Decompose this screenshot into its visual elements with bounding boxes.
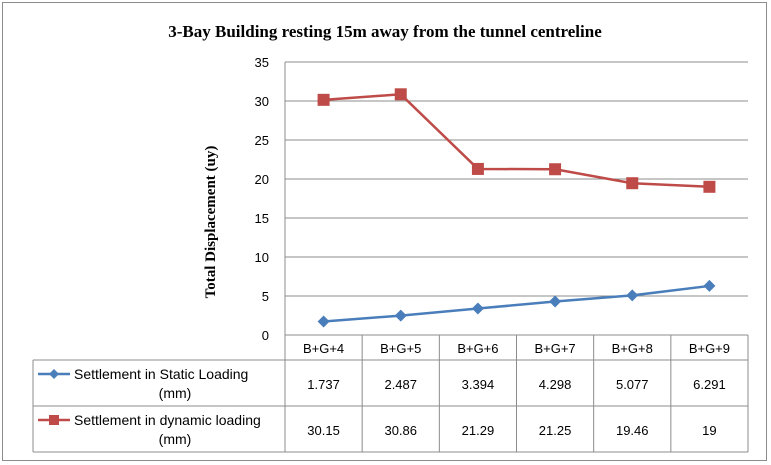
data-point [626, 289, 639, 302]
y-tick-label: 25 [255, 133, 269, 148]
category-label: B+G+9 [689, 341, 730, 356]
table-cell-value: 21.29 [462, 423, 495, 438]
data-point [703, 279, 716, 292]
y-axis-ticks: 0 5 10 15 20 25 30 35 [255, 55, 269, 343]
data-point [549, 295, 562, 308]
table-cell-value: 1.737 [307, 377, 340, 392]
table-cell-value: 5.077 [616, 377, 649, 392]
data-table: B+G+4 B+G+5 B+G+6 B+G+7 B+G+8 B+G+9 Settlement… [32, 334, 749, 453]
series-line [323, 93, 710, 189]
table-cell-value: 21.25 [539, 423, 572, 438]
series-name: Settlement in Static Loading [74, 366, 248, 382]
table-cell-value: 19 [702, 423, 716, 438]
y-tick-label: 5 [262, 289, 269, 304]
chart-frame [2, 2, 767, 461]
data-point [317, 93, 330, 106]
y-tick-label: 30 [255, 94, 269, 109]
data-point [394, 88, 407, 101]
table-cell-value: 3.394 [462, 377, 495, 392]
category-label: B+G+7 [534, 341, 575, 356]
table-cell-value: 2.487 [384, 377, 417, 392]
category-label: B+G+8 [612, 341, 653, 356]
y-tick-label: 35 [255, 55, 269, 70]
table-cell-value: 30.15 [307, 423, 340, 438]
category-label: B+G+6 [457, 341, 498, 356]
data-point [317, 315, 330, 328]
y-axis-label: Total Displacement (uy) [203, 146, 219, 299]
series-line [323, 284, 710, 323]
y-tick-label: 20 [255, 172, 269, 187]
category-label: B+G+5 [380, 341, 421, 356]
data-point [703, 180, 716, 193]
series-name-unit: (mm) [159, 431, 192, 447]
data-point [626, 177, 639, 190]
series-name-unit: (mm) [159, 385, 192, 401]
gridlines [284, 61, 748, 335]
table-cell-value: 4.298 [539, 377, 572, 392]
y-tick-label: 0 [262, 328, 269, 343]
category-label: B+G+4 [303, 341, 344, 356]
y-tick-label: 15 [255, 211, 269, 226]
data-point [471, 302, 484, 315]
legend-key-marker [49, 415, 59, 425]
table-cell-value: 19.46 [616, 423, 649, 438]
legend-key-marker [49, 369, 59, 379]
y-tick-label: 10 [255, 250, 269, 265]
data-point [549, 163, 562, 176]
data-point [471, 162, 484, 175]
data-point [394, 309, 407, 322]
table-cell-value: 6.291 [693, 377, 726, 392]
series-name: Settlement in dynamic loading [74, 412, 261, 428]
table-cell-value: 30.86 [384, 423, 417, 438]
chart-title: 3-Bay Building resting 15m away from the… [168, 22, 602, 41]
series-lines [317, 88, 716, 328]
